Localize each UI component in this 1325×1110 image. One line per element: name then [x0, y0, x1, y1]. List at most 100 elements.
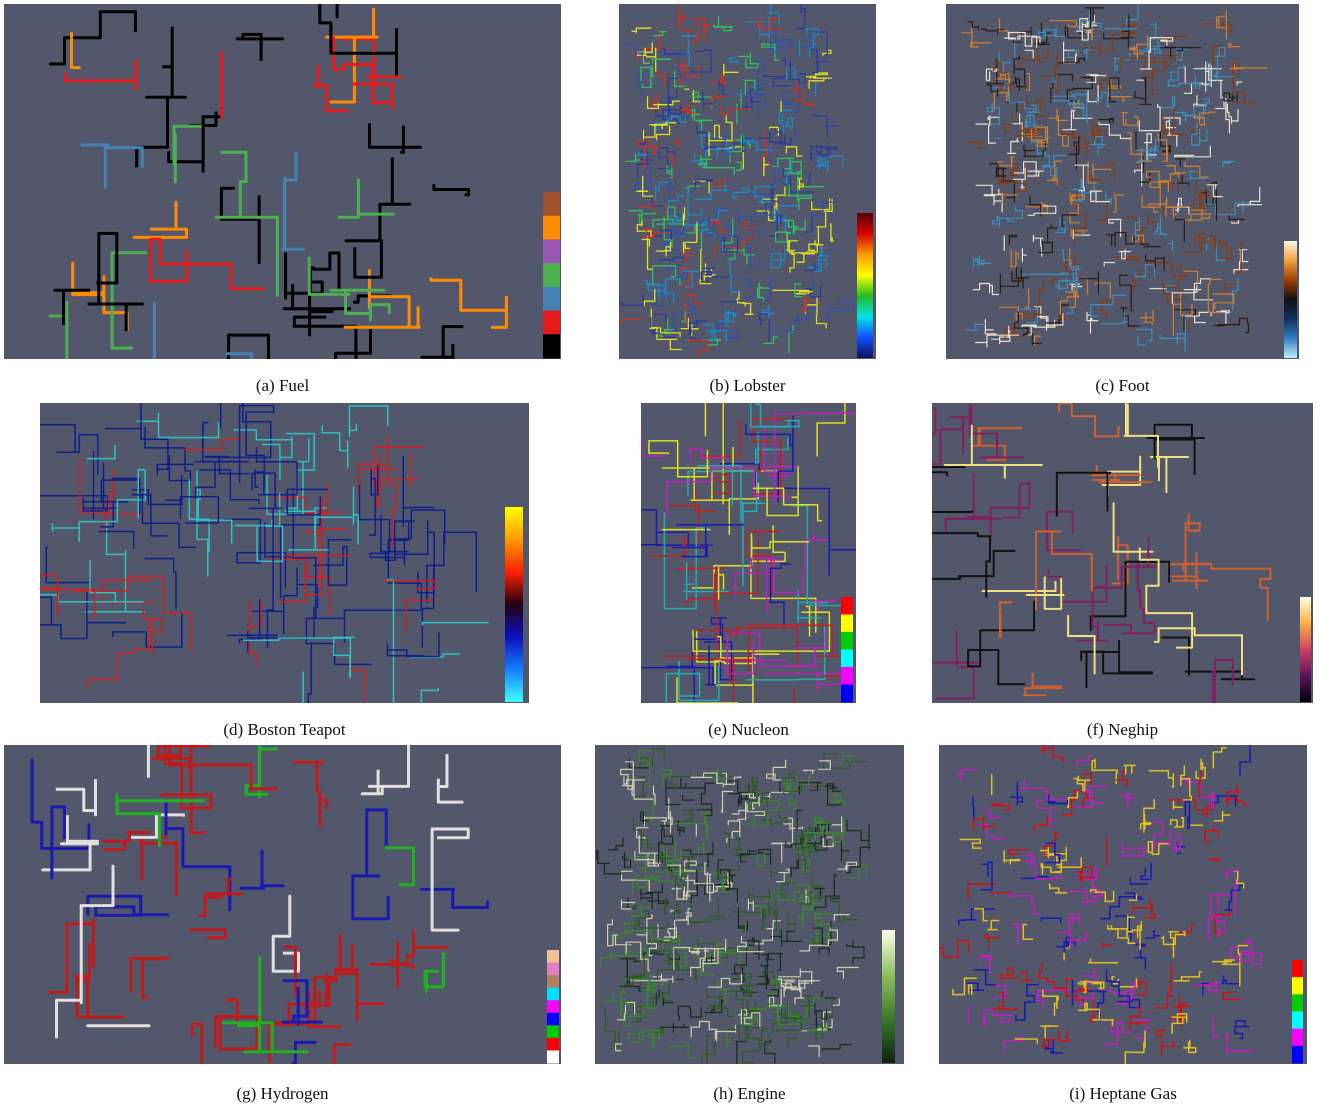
streamline — [633, 166, 652, 190]
streamline — [48, 300, 69, 359]
streamline — [714, 1024, 737, 1040]
streamline — [659, 769, 673, 787]
streamline — [1149, 145, 1158, 158]
streamline — [1139, 22, 1157, 52]
panel: (b) Lobster — [619, 4, 876, 395]
streamline — [722, 147, 732, 156]
streamline — [1172, 799, 1183, 810]
streamline — [620, 897, 638, 909]
streamline — [966, 982, 985, 991]
streamline — [1079, 980, 1105, 994]
streamline — [786, 68, 796, 80]
streamline — [1137, 336, 1147, 346]
streamline — [783, 781, 803, 794]
streamline — [385, 846, 415, 887]
streamline — [1118, 249, 1131, 260]
streamline — [84, 521, 146, 613]
streamline — [430, 827, 470, 932]
streamline — [660, 825, 674, 845]
streamline — [1040, 862, 1062, 875]
streamline — [1051, 100, 1076, 109]
streamline — [1180, 765, 1193, 801]
streamline — [798, 782, 822, 795]
streamline — [1221, 991, 1242, 1001]
caption: (b) Lobster — [709, 376, 785, 395]
streamline — [1184, 800, 1191, 830]
streamline — [1073, 775, 1091, 792]
streamline — [1172, 513, 1209, 582]
streamline — [630, 905, 657, 917]
streamline — [1147, 213, 1160, 228]
streamline — [708, 972, 743, 988]
streamline — [307, 641, 313, 703]
streamline — [742, 1043, 761, 1064]
streamline — [1022, 120, 1041, 132]
streamline — [1222, 160, 1236, 167]
streamline — [1030, 125, 1049, 147]
streamline — [706, 276, 732, 284]
streamline — [102, 830, 151, 851]
streamline — [198, 877, 244, 917]
streamline — [1032, 234, 1044, 257]
streamline — [1240, 939, 1263, 966]
streamline — [1066, 76, 1093, 102]
streamline — [115, 793, 205, 848]
streamline — [774, 231, 792, 243]
streamline — [331, 36, 394, 110]
streamline — [808, 172, 812, 185]
streamline — [693, 182, 730, 200]
streamline — [1060, 249, 1082, 270]
streamline — [817, 824, 832, 845]
streamline — [808, 1045, 820, 1058]
streamline — [1153, 627, 1243, 676]
streamline — [393, 520, 435, 594]
streamline — [787, 1037, 799, 1048]
streamline — [676, 948, 698, 960]
streamline — [1205, 237, 1209, 251]
streamline — [1166, 64, 1201, 90]
streamline — [643, 816, 667, 829]
streamline — [646, 235, 653, 270]
streamline — [1101, 941, 1113, 949]
streamline — [774, 900, 779, 916]
streamline — [179, 495, 220, 524]
streamline — [1117, 989, 1141, 1009]
streamline — [797, 875, 823, 905]
streamline — [1068, 912, 1080, 933]
streamline — [833, 914, 850, 922]
streamline — [40, 560, 144, 603]
streamline — [822, 49, 832, 56]
streamline — [1067, 791, 1079, 808]
colorbar-swatch — [841, 597, 853, 615]
streamline — [1112, 194, 1124, 213]
streamline — [1112, 502, 1154, 553]
streamline — [661, 157, 675, 168]
streamline — [1021, 248, 1027, 262]
streamline — [992, 1007, 1020, 1011]
streamline — [1108, 218, 1122, 237]
streamline — [734, 559, 783, 614]
streamline — [732, 908, 765, 931]
streamline — [659, 256, 685, 261]
streamline — [739, 947, 752, 965]
streamline — [1091, 758, 1118, 785]
streamlines — [40, 403, 489, 703]
streamline — [972, 282, 999, 296]
streamline — [716, 322, 739, 340]
streamline — [664, 897, 668, 916]
streamline — [705, 1007, 735, 1018]
streamline — [647, 939, 664, 952]
streamline — [1115, 770, 1128, 789]
streamline — [815, 160, 829, 172]
streamline — [1074, 136, 1091, 158]
streamline — [1128, 894, 1138, 901]
streamline — [811, 45, 828, 74]
streamline — [722, 832, 743, 850]
streamline — [1177, 275, 1190, 286]
streamline — [785, 163, 793, 184]
streamline — [1089, 560, 1171, 631]
streamline — [86, 445, 116, 461]
streamline — [164, 798, 232, 912]
streamline — [1071, 191, 1078, 212]
streamline — [994, 74, 1011, 98]
